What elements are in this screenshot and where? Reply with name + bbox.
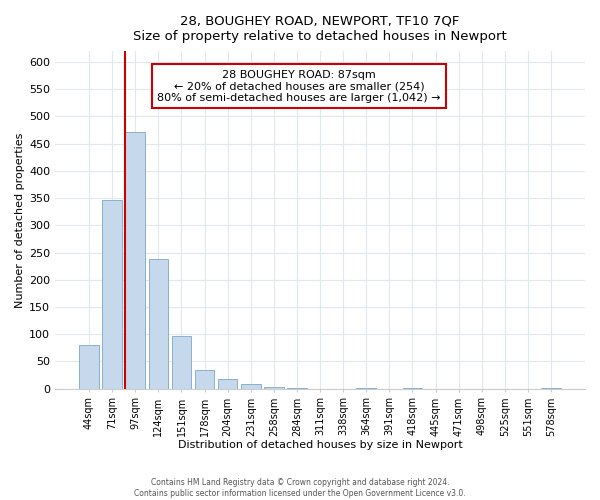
Bar (218, 379, 238, 388)
Bar (149, 259, 168, 388)
Text: 28 BOUGHEY ROAD: 87sqm
← 20% of detached houses are smaller (254)
80% of semi-de: 28 BOUGHEY ROAD: 87sqm ← 20% of detached… (157, 70, 440, 103)
Y-axis label: Number of detached properties: Number of detached properties (15, 132, 25, 308)
Bar (125, 132, 145, 388)
Text: Contains HM Land Registry data © Crown copyright and database right 2024.
Contai: Contains HM Land Registry data © Crown c… (134, 478, 466, 498)
Title: 28, BOUGHEY ROAD, NEWPORT, TF10 7QF
Size of property relative to detached houses: 28, BOUGHEY ROAD, NEWPORT, TF10 7QF Size… (133, 15, 507, 43)
Bar (195, 370, 214, 388)
Bar (172, 336, 191, 388)
X-axis label: Distribution of detached houses by size in Newport: Distribution of detached houses by size … (178, 440, 463, 450)
Bar (103, 200, 122, 388)
Bar (241, 384, 260, 388)
Bar (79, 345, 99, 389)
Bar (264, 387, 284, 388)
